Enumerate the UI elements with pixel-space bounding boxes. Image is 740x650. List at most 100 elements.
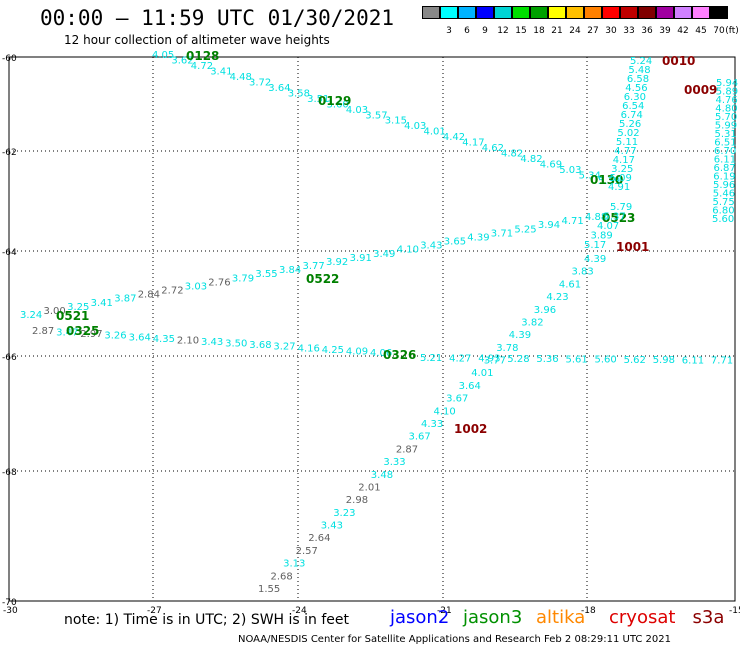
color-swatch bbox=[656, 6, 674, 19]
latitude-label: -60 bbox=[2, 54, 17, 64]
wave-height-value: 3.79 bbox=[232, 273, 254, 284]
satellite-legend-jason2: jason2 bbox=[390, 607, 450, 628]
wave-height-value: 5.28 bbox=[507, 354, 529, 365]
color-scale-label: 6 bbox=[464, 26, 470, 36]
wave-height-value: 4.03 bbox=[404, 121, 426, 132]
wave-height-value: 3.77 bbox=[484, 356, 506, 367]
credit-line: NOAA/NESDIS Center for Satellite Applica… bbox=[238, 634, 671, 645]
wave-height-value: 5.34 bbox=[579, 171, 601, 182]
wave-height-value: 6.11 bbox=[714, 155, 736, 166]
longitude-label: -24 bbox=[292, 606, 307, 616]
wave-height-value: 4.39 bbox=[584, 254, 606, 265]
wave-height-value: 3.43 bbox=[420, 241, 442, 252]
wave-height-value: 2.72 bbox=[161, 286, 183, 297]
wave-height-value: 3.72 bbox=[249, 77, 271, 88]
wave-height-value: 4.06 bbox=[370, 348, 392, 359]
track-0130: 0130 bbox=[590, 173, 623, 187]
wave-height-value: 3.67 bbox=[446, 394, 468, 405]
map-subtitle: 12 hour collection of altimeter wave hei… bbox=[64, 33, 330, 47]
wave-height-value: 4.62 bbox=[482, 143, 504, 154]
latitude-label: -70 bbox=[2, 598, 17, 608]
wave-height-value: 4.05 bbox=[152, 50, 174, 61]
wave-height-value: 5.39 bbox=[598, 176, 620, 187]
wave-height-value: 3.26 bbox=[104, 331, 126, 342]
wave-height-value: 3.25 bbox=[67, 302, 89, 313]
wave-height-value: 5.25 bbox=[514, 224, 536, 235]
satellite-legend-jason3: jason3 bbox=[463, 607, 523, 628]
wave-height-value: 3.78 bbox=[496, 343, 518, 354]
wave-height-value: 3.00 bbox=[44, 306, 66, 317]
wave-height-value: 4.71 bbox=[562, 216, 584, 227]
wave-height-value: 5.79 bbox=[610, 202, 632, 213]
wave-height-value: 2.10 bbox=[177, 335, 199, 346]
color-scale-label: 12 bbox=[497, 26, 509, 36]
wave-height-value: 5.02 bbox=[617, 128, 639, 139]
color-swatch bbox=[710, 6, 728, 19]
wave-height-value: 3.60 bbox=[327, 99, 349, 110]
wave-height-value: 5.70 bbox=[715, 112, 737, 123]
wave-height-value: 2.68 bbox=[271, 571, 293, 582]
color-swatch bbox=[566, 6, 584, 19]
wave-height-value: 3.43 bbox=[201, 337, 223, 348]
wave-height-value: 2.01 bbox=[358, 483, 380, 494]
wave-height-value: 5.48 bbox=[628, 65, 650, 76]
wave-height-value: 4.17 bbox=[613, 155, 635, 166]
color-scale-label: 21 bbox=[551, 26, 563, 36]
wave-height-value: 5.61 bbox=[566, 354, 588, 365]
wave-height-value: 3.67 bbox=[409, 432, 431, 443]
wave-height-value: 3.62 bbox=[171, 56, 193, 67]
wave-height-value: 3.96 bbox=[534, 305, 556, 316]
wave-height-value: 3.94 bbox=[538, 220, 560, 231]
color-swatch bbox=[584, 6, 602, 19]
wave-height-value: 2.64 bbox=[308, 533, 330, 544]
wave-height-value: 4.82 bbox=[520, 154, 542, 165]
track-0128: 4.053.624.723.414.483.723.643.583.513.60… bbox=[152, 49, 620, 187]
wave-height-value: 5.03 bbox=[559, 165, 581, 176]
color-swatch bbox=[458, 6, 476, 19]
wave-height-value: 4.01 bbox=[471, 368, 493, 379]
track-time-label: 0523 bbox=[602, 211, 635, 225]
wave-height-value: 4.10 bbox=[397, 245, 419, 256]
wave-height-value: 2.76 bbox=[208, 277, 230, 288]
track-0523: 0523 bbox=[602, 211, 635, 225]
latitude-label: -64 bbox=[2, 248, 17, 258]
wave-height-value: 5.17 bbox=[584, 240, 606, 251]
wave-height-value: 3.33 bbox=[383, 457, 405, 468]
wave-height-value: 2.84 bbox=[138, 290, 160, 301]
wave-height-value: 5.89 bbox=[716, 87, 738, 98]
track-0326: 5.21 4.27 4.93 5.28 5.36 5.61 5.60 5.62 5.98 6.11… bbox=[383, 348, 733, 367]
color-scale-unit: (ft) bbox=[725, 26, 739, 36]
wave-height-value: 5.75 bbox=[713, 197, 735, 208]
wave-height-value: 6.80 bbox=[712, 206, 734, 217]
wave-height-value: 5.96 bbox=[713, 180, 735, 191]
track-time-label: 1002 bbox=[454, 422, 487, 436]
wave-height-value: 6.11 bbox=[682, 356, 704, 367]
wave-height-value: 3.89 bbox=[591, 231, 613, 242]
wave-height-value: 5.24 bbox=[630, 56, 652, 67]
color-scale-label: 24 bbox=[569, 26, 581, 36]
wave-height-value: 5.21 bbox=[420, 353, 442, 364]
wave-height-value: 3.41 bbox=[91, 298, 113, 309]
wave-height-value: 3.49 bbox=[373, 249, 395, 260]
color-swatch bbox=[512, 6, 530, 19]
wave-height-value: 4.56 bbox=[625, 83, 647, 94]
longitude-label: -30 bbox=[3, 606, 18, 616]
wave-height-value: 4.77 bbox=[614, 146, 636, 157]
wave-height-value: 3.23 bbox=[333, 508, 355, 519]
track-0010: 5.245.486.584.566.306.546.745.265.025.11… bbox=[608, 54, 695, 193]
wave-height-value: 6.70 bbox=[714, 146, 736, 157]
wave-height-value: 5.46 bbox=[713, 189, 735, 200]
latitude-label: -66 bbox=[2, 353, 17, 363]
color-swatch bbox=[638, 6, 656, 19]
color-scale-label: 15 bbox=[515, 26, 527, 36]
wave-height-value: 3.64 bbox=[459, 381, 481, 392]
color-scale-label: 3 bbox=[446, 26, 452, 36]
wave-height-value: 3.47 bbox=[56, 328, 78, 339]
wave-height-value: 2.98 bbox=[346, 495, 368, 506]
latitude-label: -68 bbox=[2, 468, 17, 478]
wave-height-value: 4.09 bbox=[346, 346, 368, 357]
track-time-label: 0010 bbox=[662, 54, 695, 68]
wave-height-value: 3.58 bbox=[288, 88, 310, 99]
wave-height-value: 5.99 bbox=[715, 121, 737, 132]
color-swatch bbox=[602, 6, 620, 19]
